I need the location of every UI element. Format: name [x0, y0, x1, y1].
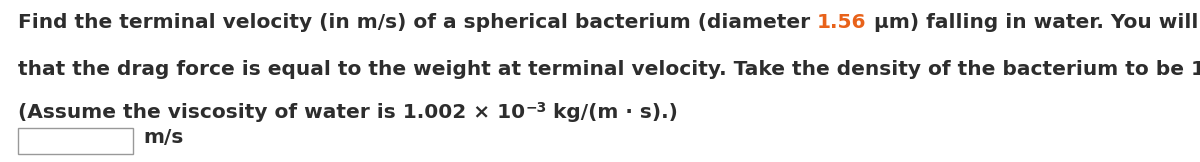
Text: 1.56: 1.56	[817, 13, 866, 32]
Text: Find the terminal velocity (in m/s) of a spherical bacterium (diameter: Find the terminal velocity (in m/s) of a…	[18, 13, 817, 32]
Text: μm) falling in water. You will first need to note: μm) falling in water. You will first nee…	[866, 13, 1200, 32]
Bar	[18, 128, 133, 154]
Text: −3: −3	[526, 102, 546, 116]
Text: m/s: m/s	[143, 128, 184, 147]
Text: that the drag force is equal to the weight at terminal velocity. Take the densit: that the drag force is equal to the weig…	[18, 60, 1200, 79]
Text: (Assume the viscosity of water is 1.002 × 10: (Assume the viscosity of water is 1.002 …	[18, 103, 526, 122]
Text: kg/(m · s).): kg/(m · s).)	[546, 103, 678, 122]
